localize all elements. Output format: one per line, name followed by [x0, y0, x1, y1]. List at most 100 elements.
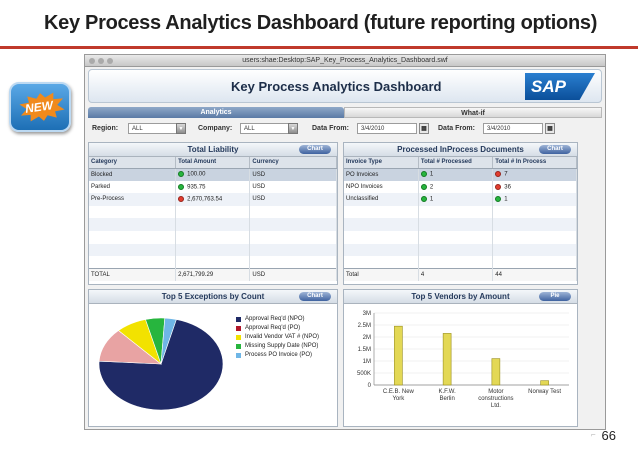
pie-slice: [160, 317, 177, 365]
processed-count: 1: [429, 196, 434, 203]
status-red-icon: [495, 183, 502, 190]
table-row[interactable]: NPO Invoices 2 36: [344, 180, 577, 194]
bar: [540, 380, 549, 386]
exceptions-chart-panel: Top 5 Exceptions by Count Chart Approval…: [88, 289, 338, 427]
pie-toggle-button[interactable]: Pie: [539, 292, 571, 301]
data-from-field-2[interactable]: 3/4/2010: [483, 123, 543, 134]
empty-row: [344, 256, 577, 269]
window-title: users:shae:Desktop:SAP_Key_Process_Analy…: [242, 57, 448, 64]
new-badge: NEW: [9, 82, 71, 132]
table-row[interactable]: Parked 935.75 USD: [89, 180, 337, 194]
slide-title: Key Process Analytics Dashboard (future …: [44, 12, 598, 34]
x-tick-label-line: Norway Test: [528, 389, 561, 395]
in-process-count: 1: [504, 196, 508, 203]
status-green-icon: [420, 171, 427, 178]
status-red-icon: [495, 171, 502, 178]
sap-logo: SAP: [525, 73, 595, 100]
x-tick-label-line: Motor: [488, 389, 503, 395]
bar: [491, 358, 501, 386]
panel-title: Processed InProcess Documents: [397, 145, 524, 154]
processed-count: 2: [429, 184, 434, 191]
empty-row: [344, 218, 577, 231]
inprocess-documents-panel: Processed InProcess Documents Chart Invo…: [343, 142, 578, 285]
x-tick-label-line: Berlin: [439, 396, 454, 402]
table-cell: 2,671,799.29: [175, 268, 251, 282]
column-header[interactable]: Currency: [249, 157, 337, 169]
x-tick-label-line: Ltd.: [491, 403, 501, 409]
chart-toggle-button[interactable]: Chart: [299, 292, 331, 301]
column-header[interactable]: Total Amount: [175, 157, 251, 169]
x-tick-label-line: York: [392, 396, 405, 402]
bar: [394, 325, 403, 386]
company-label: Company:: [198, 125, 233, 132]
table-cell: TOTAL: [89, 268, 177, 282]
panel-header: Top 5 Vendors by Amount Pie: [344, 290, 577, 304]
table-cell: 935.75: [175, 180, 251, 194]
column-header[interactable]: Category: [89, 157, 177, 169]
status-green-icon: [178, 183, 185, 190]
calendar-icon[interactable]: ▦: [419, 123, 429, 134]
x-tick-label: Norway Test: [528, 389, 561, 395]
close-window-button[interactable]: [89, 58, 95, 64]
x-tick-label: C.E.B. New York: [383, 389, 415, 402]
table-cell: 1: [492, 193, 577, 206]
table-cell: USD: [249, 268, 337, 282]
empty-row: [89, 218, 337, 231]
chart-legend: Approval Req'd (NPO) Approval Req'd (PO)…: [236, 316, 326, 361]
region-dropdown-icon[interactable]: ▼: [176, 123, 186, 134]
table-cell: 44: [492, 268, 577, 282]
y-tick-label: 2.5M: [358, 323, 371, 329]
panel-title: Total Liability: [187, 145, 239, 154]
status-red-icon: [178, 196, 185, 203]
column-header[interactable]: Total # Processed: [418, 157, 494, 169]
column-header[interactable]: Invoice Type: [344, 157, 419, 169]
company-dropdown-icon[interactable]: ▼: [288, 123, 298, 134]
table-cell: 1: [418, 193, 494, 206]
data-from-field-1[interactable]: 3/4/2010: [357, 123, 417, 134]
legend-label: Missing Supply Date (NPO): [245, 343, 319, 349]
table-cell: 36: [492, 180, 577, 194]
tab-analytics[interactable]: Analytics: [88, 107, 344, 118]
data-from-label-2: Data From:: [438, 125, 475, 132]
bar: [442, 333, 452, 386]
table-row[interactable]: Pre-Process 2,670,763.54 USD: [89, 193, 337, 206]
empty-row: [89, 230, 337, 244]
table-row[interactable]: Blocked 100.00 USD: [89, 168, 337, 181]
column-header[interactable]: Total # In Process: [492, 157, 577, 169]
chart-toggle-button[interactable]: Chart: [539, 145, 571, 154]
table-cell: 7: [492, 168, 577, 181]
amount-value: 2,670,763.54: [187, 196, 223, 203]
table-cell: NPO Invoices: [344, 180, 419, 194]
x-tick-label-line: constructions: [478, 396, 513, 402]
window-titlebar: users:shae:Desktop:SAP_Key_Process_Analy…: [85, 55, 605, 67]
status-green-icon: [178, 171, 185, 178]
status-green-icon: [420, 196, 427, 203]
vendors-bar-chart: 0 500K 1M 1.5M 2M 2.5M 3M C.E.B. New York K.F.W. B…: [357, 311, 569, 409]
legend-swatch: [236, 317, 241, 322]
legend-item: Approval Req'd (PO): [236, 325, 326, 332]
y-tick-label: 1.5M: [358, 347, 371, 353]
exceptions-pie-chart: [98, 317, 224, 411]
total-row: TOTAL 2,671,799.29 USD: [89, 268, 337, 282]
legend-label: Invalid Vendor VAT # (NPO): [245, 334, 320, 340]
legend-item: Process PO Invoice (PO): [236, 352, 326, 359]
table-cell: Parked: [89, 180, 177, 194]
chart-toggle-button[interactable]: Chart: [299, 145, 331, 154]
calendar-icon[interactable]: ▦: [545, 123, 555, 134]
minimize-window-button[interactable]: [98, 58, 104, 64]
tab-what-if[interactable]: What-if: [344, 107, 602, 118]
zoom-window-button[interactable]: [107, 58, 113, 64]
table-cell: USD: [249, 193, 337, 206]
slide-corner-mark: ⌐: [591, 430, 596, 439]
processed-count: 1: [429, 171, 434, 178]
pie-slice: [98, 319, 224, 411]
y-tick-label: 0: [368, 383, 372, 389]
table-cell: 2: [418, 180, 494, 194]
empty-row: [89, 256, 337, 269]
table-row[interactable]: Unclassified 1 1: [344, 193, 577, 206]
empty-row: [89, 243, 337, 257]
x-tick-label-line: C.E.B. New: [383, 389, 415, 395]
table-cell: PO Invoices: [344, 168, 419, 181]
empty-row: [89, 205, 337, 219]
table-row[interactable]: PO Invoices 1 7: [344, 168, 577, 181]
